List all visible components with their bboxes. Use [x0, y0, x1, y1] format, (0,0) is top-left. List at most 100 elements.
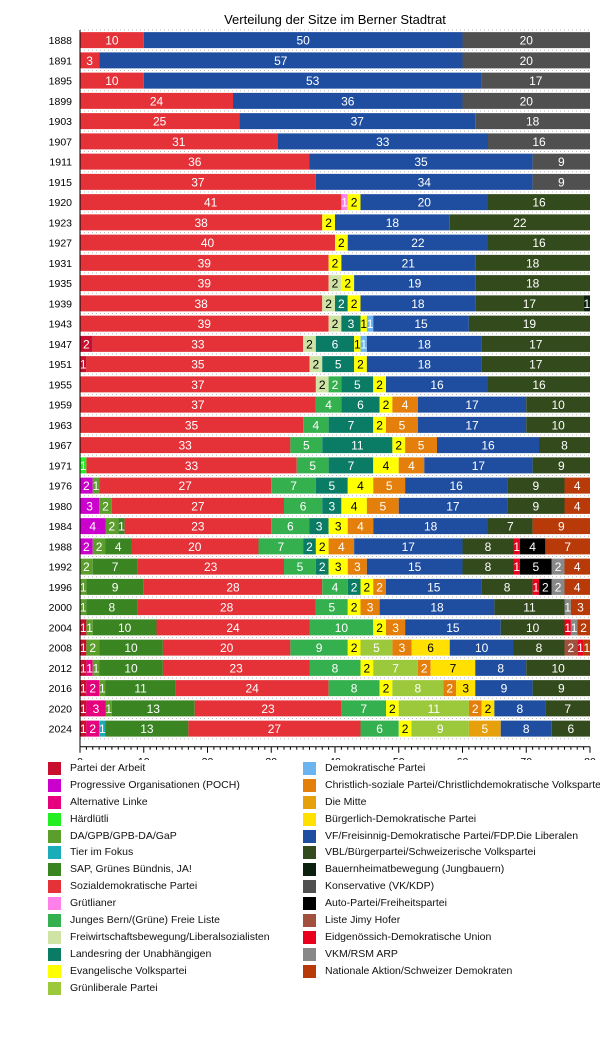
data-label: 2: [555, 560, 562, 574]
data-label: 35: [185, 418, 199, 432]
bar-segment-fw: [328, 275, 342, 292]
bar-segment-sp: [111, 497, 284, 514]
legend-swatch: [303, 947, 316, 961]
data-label: 1: [105, 702, 112, 716]
bar-segment-evp: [354, 335, 361, 352]
bar-segment-edu: [564, 619, 571, 636]
data-label: 5: [481, 722, 488, 736]
chart-title: Verteilung der Sitze im Berner Stadtrat: [224, 12, 446, 27]
year-label: 2024: [49, 724, 73, 736]
data-label: 18: [526, 256, 540, 270]
data-label: 3: [462, 682, 469, 696]
legend-swatch: [303, 846, 316, 860]
bar-segment-jb: [309, 659, 361, 676]
data-label: 1: [564, 601, 571, 615]
data-label: 3: [392, 621, 399, 635]
data-label: 3: [354, 560, 361, 574]
data-label: 5: [354, 378, 361, 392]
data-label: 6: [287, 520, 294, 534]
bar-segment-ldu: [315, 477, 348, 494]
data-label: 16: [532, 236, 546, 250]
data-label: 20: [520, 34, 534, 48]
bar-segment-bdp: [430, 659, 476, 676]
data-label: 6: [427, 641, 434, 655]
data-label: 2: [446, 682, 453, 696]
legend-label: Bauernheimatbewegung (Jungbauern): [325, 863, 505, 876]
bar-segment-cvp: [392, 639, 412, 656]
data-label: 1: [367, 317, 374, 331]
data-label: 8: [351, 682, 358, 696]
bar-segment-fdp: [449, 639, 514, 656]
data-label: 25: [153, 115, 167, 129]
bar-segment-fdp: [405, 619, 501, 636]
legend-swatch: [303, 778, 316, 792]
data-label: 5: [328, 479, 335, 493]
data-label: 10: [551, 418, 565, 432]
year-label: 1963: [49, 420, 73, 432]
bar-segment-sp: [80, 113, 240, 130]
data-label: 2: [319, 378, 326, 392]
data-label: 4: [402, 398, 409, 412]
bar-segment-tif: [99, 720, 106, 737]
bar-segment-sp: [80, 254, 329, 271]
data-label: 7: [112, 560, 119, 574]
legend-swatch: [48, 863, 61, 877]
legend-swatch: [303, 762, 316, 775]
data-label: 16: [430, 378, 444, 392]
data-label: 11: [523, 601, 536, 615]
bar-segment-evp: [373, 619, 386, 636]
x-tick-label: 40: [329, 756, 341, 760]
data-label: 1: [360, 317, 367, 331]
bar-segment-pda: [80, 659, 87, 676]
data-label: 23: [191, 520, 205, 534]
bar-segment-fdp: [366, 335, 482, 352]
data-label: 10: [526, 621, 540, 635]
bar-segment-svp: [481, 335, 590, 352]
bar-segment-jb: [271, 518, 310, 535]
year-label: 1927: [49, 238, 73, 250]
year-label: 2008: [49, 643, 73, 655]
data-label: 2: [332, 256, 339, 270]
bar-segment-da: [86, 639, 100, 656]
data-label: 2: [351, 196, 358, 210]
year-label: 1899: [49, 96, 73, 108]
bar-segment-fdp: [347, 234, 488, 251]
bar-segment-glp: [360, 639, 393, 656]
bar-segment-svp: [488, 194, 590, 211]
data-label: 2: [376, 418, 383, 432]
data-label: 23: [261, 702, 275, 716]
bar-segment-evp: [354, 356, 367, 373]
bar-segment-sp: [194, 700, 342, 717]
bar-segment-ldu: [322, 437, 393, 454]
x-tick-label: 20: [202, 756, 214, 760]
bar-segment-gb: [92, 558, 138, 575]
x-tick-label: 0: [77, 756, 83, 760]
bar-segment-glp: [373, 659, 418, 676]
bar-segment-edu: [532, 578, 539, 595]
data-label: 3: [328, 499, 335, 513]
bar-segment-sd: [577, 619, 590, 636]
bar-segment-fw: [303, 335, 316, 352]
bar-segment-ldu: [341, 396, 380, 413]
data-label: 34: [418, 175, 432, 189]
bar-segment-pda: [80, 356, 87, 373]
bar-segment-da: [99, 680, 106, 697]
data-label: 5: [309, 459, 316, 473]
legend-label: Freiwirtschaftsbewegung/Liberalsozialist…: [70, 930, 270, 943]
bar-segment-da: [105, 518, 119, 535]
data-label: 20: [520, 94, 534, 108]
data-label: 10: [335, 621, 349, 635]
bar-segment-cvp: [417, 659, 431, 676]
year-label: 2004: [49, 622, 73, 634]
bar-segment-evp: [386, 700, 399, 717]
bar-segment-svp: [462, 538, 514, 555]
data-label: 1: [93, 661, 100, 675]
data-label: 1: [80, 621, 87, 635]
bar-segment-glp: [392, 680, 444, 697]
year-label: 1951: [49, 359, 73, 371]
data-label: 5: [297, 560, 304, 574]
data-label: 10: [551, 661, 565, 675]
data-label: 1: [513, 540, 520, 554]
bar-segment-sp: [80, 72, 144, 89]
bar-segment-sp: [80, 396, 316, 413]
